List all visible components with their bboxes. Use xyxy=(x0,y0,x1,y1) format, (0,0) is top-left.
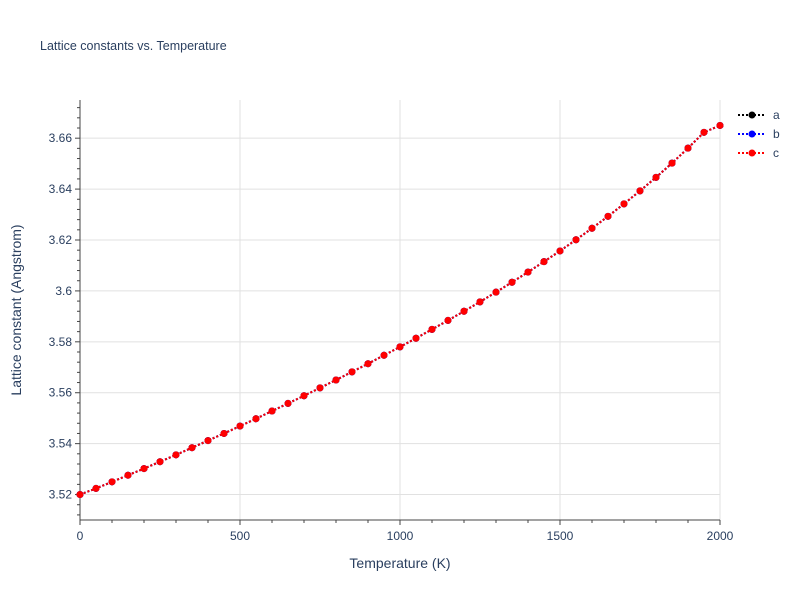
series-c-point xyxy=(460,307,468,315)
series-c-point xyxy=(188,444,196,452)
series-c-point xyxy=(716,121,724,129)
legend-label-c: c xyxy=(773,146,779,160)
series-c-point xyxy=(108,478,116,486)
series-c-point xyxy=(540,258,548,266)
series-c-point xyxy=(236,422,244,430)
series-c-point xyxy=(668,159,676,167)
y-tick-label: 3.56 xyxy=(49,386,73,400)
x-tick-label: 1500 xyxy=(547,529,574,543)
series-c-point xyxy=(204,437,212,445)
series-c-point xyxy=(316,384,324,392)
series-c-point xyxy=(76,491,84,499)
legend-item-c[interactable]: c xyxy=(738,146,779,160)
series-c-point xyxy=(284,399,292,407)
series-c-point xyxy=(332,376,340,384)
series-c-point xyxy=(172,451,180,459)
legend-marker-a xyxy=(748,111,756,119)
series-c-point xyxy=(444,316,452,324)
series-c-point xyxy=(428,325,436,333)
x-tick-label: 1000 xyxy=(387,529,414,543)
series-c-point xyxy=(156,458,164,466)
series-c-point xyxy=(364,360,372,368)
series-c-point xyxy=(220,429,228,437)
series-c-point xyxy=(252,415,260,423)
series-c-point xyxy=(652,173,660,181)
series-c-point xyxy=(604,212,612,220)
legend[interactable]: abc xyxy=(738,108,780,160)
series-c-point xyxy=(700,128,708,136)
grid-layer xyxy=(80,100,721,520)
axes-layer: 3.52 3.54 3.56 3.58 3.6 3.62 3.64 3.66 0 500 1000 1… xyxy=(49,100,734,543)
series-c-point xyxy=(396,343,404,351)
y-tick-label: 3.64 xyxy=(49,182,73,196)
series-c-point xyxy=(300,392,308,400)
y-tick-label: 3.54 xyxy=(49,437,73,451)
legend-label-a: a xyxy=(773,108,780,122)
chart-title: Lattice constants vs. Temperature xyxy=(40,39,227,53)
legend-marker-c xyxy=(748,149,756,157)
x-axis-title: Temperature (K) xyxy=(349,555,450,571)
series-c-point xyxy=(268,407,276,415)
series-c-point xyxy=(636,187,644,195)
series-c-point xyxy=(572,236,580,244)
series-c-point xyxy=(124,471,132,479)
series-c-point xyxy=(684,144,692,152)
y-tick-label: 3.66 xyxy=(49,131,73,145)
series-c-point xyxy=(476,298,484,306)
legend-marker-b xyxy=(748,130,756,138)
y-tick-label: 3.52 xyxy=(49,488,73,502)
y-axis-title: Lattice constant (Angstrom) xyxy=(8,224,24,395)
series-layer xyxy=(76,121,724,499)
series-c-point xyxy=(348,368,356,376)
series-c-point xyxy=(620,200,628,208)
series-c-point xyxy=(508,278,516,286)
series-c-point xyxy=(92,484,100,492)
series-c-point xyxy=(588,224,596,232)
x-tick-label: 2000 xyxy=(707,529,734,543)
series-c-point xyxy=(380,351,388,359)
series-c-point xyxy=(412,334,420,342)
y-tick-label: 3.62 xyxy=(49,233,73,247)
x-tick-label: 500 xyxy=(230,529,250,543)
y-tick-label: 3.58 xyxy=(49,335,73,349)
series-c-point xyxy=(524,268,532,276)
series-c-point xyxy=(556,247,564,255)
series-c-point xyxy=(492,288,500,296)
legend-item-a[interactable]: a xyxy=(738,108,780,122)
x-tick-label: 0 xyxy=(77,529,84,543)
legend-item-b[interactable]: b xyxy=(738,127,780,141)
legend-label-b: b xyxy=(773,127,780,141)
y-tick-label: 3.6 xyxy=(55,284,72,298)
series-c-point xyxy=(140,465,148,473)
